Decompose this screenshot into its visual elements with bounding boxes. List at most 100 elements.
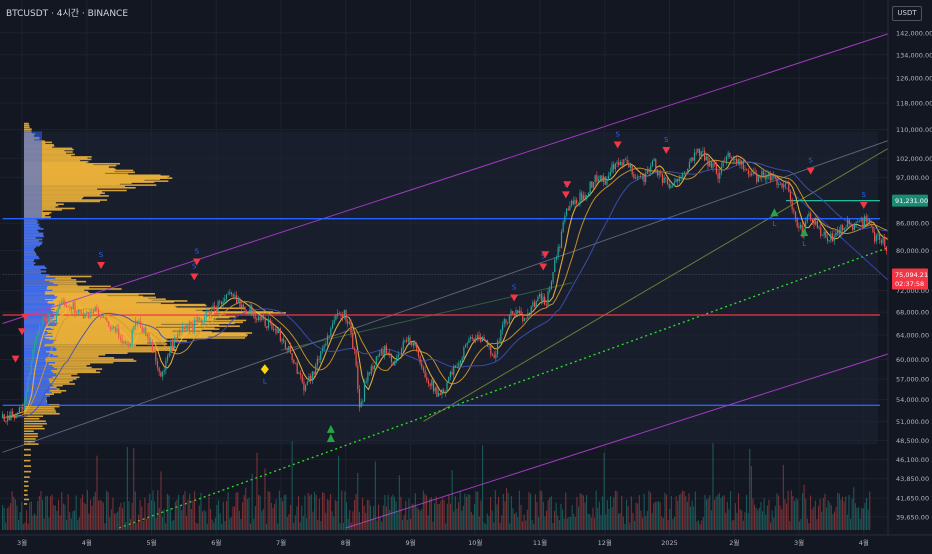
candle-body	[419, 356, 421, 364]
volume-bar	[602, 496, 604, 530]
candle-body	[581, 192, 583, 201]
candle-body	[143, 327, 145, 333]
volume-bar	[715, 496, 717, 530]
volume-bar	[334, 500, 336, 530]
candle-body	[170, 342, 172, 354]
candle-body	[358, 389, 361, 408]
candle-body	[150, 341, 152, 344]
candle-body	[134, 320, 137, 326]
candle-body	[311, 371, 313, 382]
candle-body	[693, 152, 696, 161]
candle-body	[724, 161, 726, 163]
volume-bar	[758, 508, 760, 530]
volume-bar	[357, 473, 359, 530]
volume-bar	[355, 493, 357, 530]
profile-row	[24, 203, 64, 206]
candle-body	[665, 177, 667, 179]
candle-body	[602, 176, 605, 182]
volume-bar	[539, 490, 541, 530]
volume-bar	[328, 500, 330, 530]
volume-bar	[330, 494, 332, 530]
profile-row	[24, 122, 29, 125]
profile-row	[24, 338, 167, 340]
volume-bar	[317, 520, 319, 530]
candle-body	[779, 183, 781, 185]
volume-bar	[150, 500, 152, 530]
volume-bar	[120, 502, 122, 530]
profile-row	[24, 156, 92, 158]
volume-bar	[517, 517, 519, 530]
volume-bar	[307, 492, 309, 530]
volume-bar	[130, 519, 132, 530]
volume-bar	[659, 502, 661, 530]
profile-row	[24, 162, 120, 165]
volume-bar	[336, 501, 338, 530]
profile-row	[24, 288, 122, 290]
profile-value-area-row	[24, 292, 46, 294]
volume-bar	[629, 522, 631, 530]
volume-bar	[82, 494, 84, 530]
volume-bar	[693, 506, 695, 530]
currency-button[interactable]: USDT	[892, 6, 922, 21]
candle-body	[549, 289, 551, 292]
volume-bar	[706, 499, 708, 530]
profile-row	[24, 170, 115, 173]
profile-value-area-row	[24, 286, 47, 289]
volume-bar	[442, 498, 444, 530]
candle-body	[705, 156, 707, 161]
candle-body	[722, 161, 724, 167]
volume-bar	[421, 509, 423, 530]
candle-body	[564, 215, 566, 222]
volume-bar	[230, 517, 232, 530]
profile-row	[24, 341, 166, 343]
profile-value-area-row	[24, 259, 35, 261]
volume-bar	[771, 510, 773, 530]
profile-row	[24, 430, 34, 433]
volume-bar	[536, 501, 538, 530]
volume-bar	[438, 504, 440, 530]
channel-lower-line	[345, 349, 900, 529]
sell-signal-triangle	[563, 181, 572, 189]
volume-bar	[85, 504, 87, 530]
volume-bar	[16, 505, 18, 530]
candle-body	[823, 231, 825, 236]
profile-row	[24, 167, 115, 170]
candle-body	[49, 314, 51, 322]
profile-row	[24, 285, 111, 288]
price-tick-label: 68,000.00	[896, 309, 929, 317]
volume-bar	[499, 523, 501, 530]
volume-bar	[101, 500, 103, 530]
volume-bar	[194, 491, 196, 530]
profile-row	[24, 344, 136, 347]
volume-bar	[736, 512, 738, 530]
profile-row	[24, 321, 244, 324]
volume-bar	[566, 518, 568, 530]
volume-bar	[856, 507, 858, 530]
volume-bar	[418, 508, 420, 530]
volume-bar	[291, 441, 293, 530]
candle-body	[522, 314, 524, 322]
candle-body	[661, 174, 664, 184]
candle-body	[305, 385, 307, 391]
candle-body	[86, 312, 88, 314]
profile-row	[24, 415, 44, 418]
range-box	[22, 131, 878, 445]
volume-bar	[509, 523, 511, 530]
volume-bar	[190, 508, 192, 530]
candle-body	[247, 313, 249, 314]
profile-row	[24, 152, 67, 155]
volume-bar	[534, 494, 536, 530]
candle-body	[510, 310, 512, 316]
candle-body	[372, 366, 374, 370]
profile-value-area-row	[24, 386, 50, 389]
profile-row	[24, 301, 175, 303]
volume-bar	[440, 500, 442, 530]
candle-body	[616, 162, 618, 164]
profile-value-area-row	[24, 225, 39, 227]
profile-value-area-row	[24, 393, 45, 396]
profile-row	[24, 209, 62, 211]
volume-bar	[224, 521, 226, 530]
candle-body	[493, 354, 495, 358]
